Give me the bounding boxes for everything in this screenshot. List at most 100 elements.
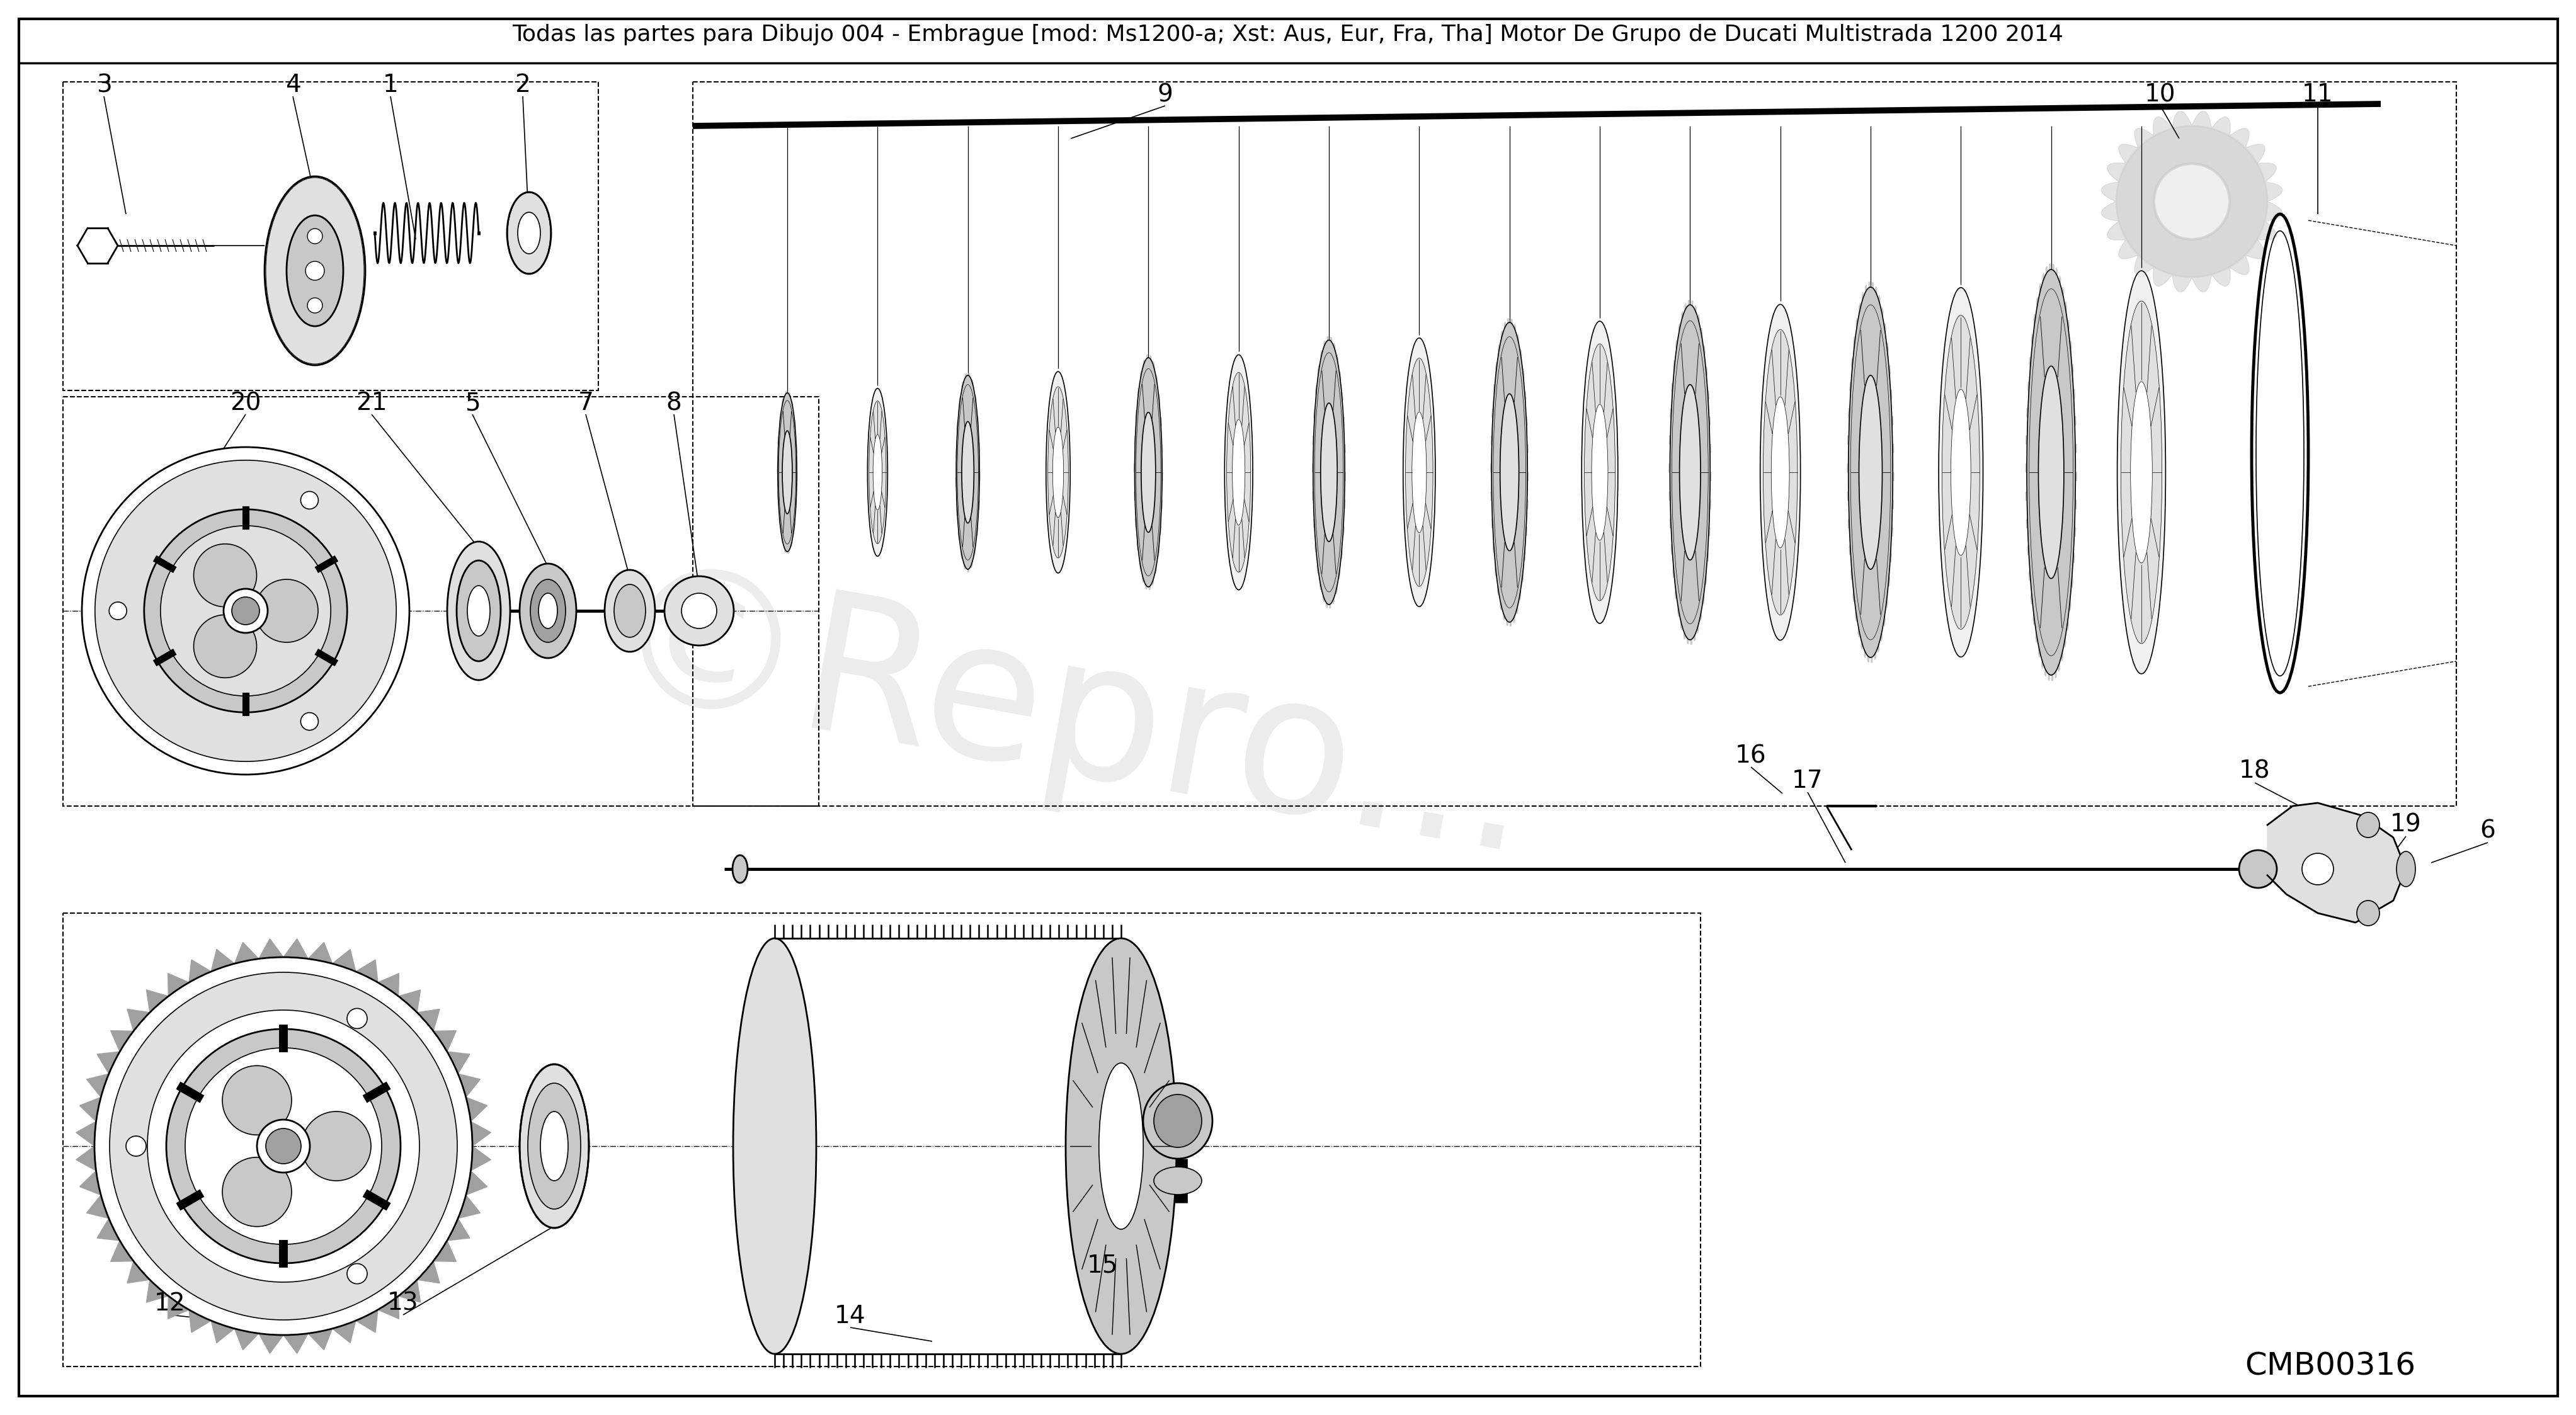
Polygon shape [1708,473,1710,481]
Text: 13: 13 [386,1292,420,1316]
Polygon shape [1703,566,1705,584]
Polygon shape [1847,464,1850,473]
Ellipse shape [2027,269,2076,675]
Bar [62,396,819,807]
Text: 20: 20 [229,391,260,415]
Polygon shape [1850,560,1855,580]
Polygon shape [459,1196,479,1218]
Ellipse shape [1048,386,1069,558]
Polygon shape [1891,473,1893,481]
Ellipse shape [1669,304,1710,640]
Ellipse shape [1404,358,1432,586]
Text: 21: 21 [355,391,386,415]
Ellipse shape [1937,287,1984,657]
Text: 1: 1 [384,74,399,98]
Polygon shape [417,1261,440,1283]
Ellipse shape [1066,938,1177,1354]
Polygon shape [2066,320,2069,344]
Polygon shape [2035,618,2038,642]
Ellipse shape [232,597,260,624]
Ellipse shape [144,509,348,712]
Polygon shape [1850,538,1852,555]
Ellipse shape [2120,301,2161,644]
Ellipse shape [961,422,974,524]
Polygon shape [2027,408,2030,423]
Polygon shape [1525,497,1528,509]
Ellipse shape [82,447,410,774]
Ellipse shape [108,601,126,620]
Ellipse shape [1584,344,1615,601]
Bar [62,82,598,391]
Polygon shape [283,1333,309,1354]
Ellipse shape [160,526,330,696]
Polygon shape [433,1030,456,1051]
Polygon shape [2066,607,2069,631]
Polygon shape [126,1261,149,1283]
Ellipse shape [507,192,551,275]
Polygon shape [1672,359,1677,379]
Polygon shape [309,942,332,964]
Ellipse shape [1154,1167,1200,1194]
Polygon shape [188,1310,211,1333]
Ellipse shape [301,1111,371,1180]
Polygon shape [2027,562,2032,580]
Ellipse shape [1492,323,1528,623]
Polygon shape [1525,521,1528,536]
Text: 14: 14 [835,1305,866,1329]
Ellipse shape [95,460,397,761]
Polygon shape [2030,334,2035,357]
Polygon shape [1525,473,1528,481]
Polygon shape [1700,584,1703,604]
Ellipse shape [2038,366,2063,579]
Polygon shape [1847,490,1850,501]
Polygon shape [2063,623,2066,648]
Polygon shape [1672,559,1674,579]
Ellipse shape [265,177,366,365]
Ellipse shape [956,375,979,569]
Text: 19: 19 [2391,814,2421,836]
Polygon shape [1852,358,1855,378]
Polygon shape [2032,601,2035,625]
Polygon shape [2267,802,2406,923]
Polygon shape [147,1279,167,1302]
Ellipse shape [307,262,325,280]
Ellipse shape [258,1119,309,1173]
Text: 9: 9 [1157,82,1172,106]
Ellipse shape [147,1010,420,1282]
Polygon shape [1492,538,1494,553]
Polygon shape [2025,490,2030,501]
Ellipse shape [1097,1063,1144,1230]
Ellipse shape [1141,412,1154,532]
Polygon shape [1669,490,1672,501]
Polygon shape [466,1170,487,1196]
Polygon shape [459,1074,479,1097]
Polygon shape [448,1218,469,1241]
Ellipse shape [348,1009,368,1029]
Polygon shape [1703,345,1705,366]
Polygon shape [1847,408,1852,423]
Polygon shape [1703,366,1708,385]
Polygon shape [2071,545,2074,563]
Polygon shape [80,1097,100,1122]
Text: 17: 17 [1790,768,1824,792]
Polygon shape [1891,497,1893,509]
Ellipse shape [1857,375,1883,569]
Ellipse shape [1133,358,1162,587]
Polygon shape [111,1030,134,1051]
Text: 11: 11 [2300,82,2334,106]
Polygon shape [88,1074,108,1097]
Polygon shape [1522,368,1525,386]
Polygon shape [1674,340,1677,361]
Polygon shape [1674,579,1677,599]
Text: 10: 10 [2143,82,2174,106]
Ellipse shape [1762,330,1798,616]
Polygon shape [1888,522,1893,536]
Polygon shape [2071,416,2076,430]
Polygon shape [88,1196,108,1218]
Polygon shape [379,974,399,996]
Ellipse shape [1672,321,1708,624]
Ellipse shape [2030,289,2074,655]
Polygon shape [1886,566,1888,587]
Ellipse shape [531,579,567,642]
Polygon shape [2032,314,2035,338]
